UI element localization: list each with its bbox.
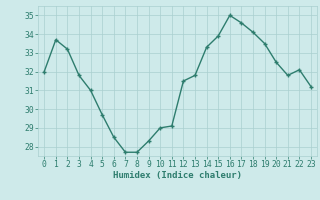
X-axis label: Humidex (Indice chaleur): Humidex (Indice chaleur) bbox=[113, 171, 242, 180]
